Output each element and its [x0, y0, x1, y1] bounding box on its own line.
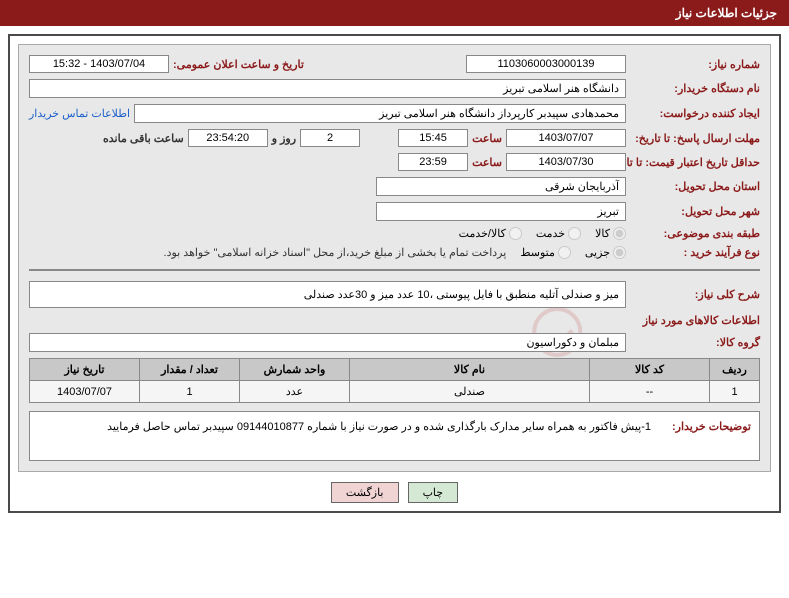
row-category: طبقه بندی موضوعی: کالا خدمت کالا/خدمت: [29, 227, 760, 240]
th-unit: واحد شمارش: [240, 359, 350, 381]
days-value: 2: [300, 129, 360, 147]
countdown: 23:54:20: [188, 129, 268, 147]
radio-both[interactable]: کالا/خدمت: [459, 227, 522, 240]
summary-label: شرح کلی نیاز:: [630, 288, 760, 301]
th-code: کد کالا: [590, 359, 710, 381]
group-label: گروه کالا:: [630, 336, 760, 349]
th-qty: تعداد / مقدار: [140, 359, 240, 381]
deadline-time: 15:45: [398, 129, 468, 147]
need-number-label: شماره نیاز:: [630, 58, 760, 71]
deadline-date: 1403/07/07: [506, 129, 626, 147]
goods-info-title: اطلاعات کالاهای مورد نیاز: [29, 314, 760, 327]
validity-label: حداقل تاریخ اعتبار قیمت: تا تاریخ:: [630, 156, 760, 169]
requester-label: ایجاد کننده درخواست:: [630, 107, 760, 120]
province-value: آذربایجان شرقی: [376, 177, 626, 196]
cell-qty: 1: [140, 381, 240, 403]
main-panel: AriaTender.net شماره نیاز: 1103060003000…: [18, 44, 771, 472]
requester-value: محمدهادی سپیدبر کارپرداز دانشگاه هنر اسل…: [134, 104, 626, 123]
contact-link[interactable]: اطلاعات تماس خریدار: [29, 107, 130, 120]
time-label-1: ساعت: [472, 132, 502, 145]
days-and: روز و: [272, 132, 296, 145]
row-need-number: شماره نیاز: 1103060003000139 تاریخ و ساع…: [29, 55, 760, 73]
category-label: طبقه بندی موضوعی:: [630, 227, 760, 240]
back-button[interactable]: بازگشت: [331, 482, 399, 503]
outer-frame: AriaTender.net شماره نیاز: 1103060003000…: [8, 34, 781, 513]
th-date: تاریخ نیاز: [30, 359, 140, 381]
button-row: چاپ بازگشت: [18, 482, 771, 503]
city-value: تبریز: [376, 202, 626, 221]
row-validity: حداقل تاریخ اعتبار قیمت: تا تاریخ: 1403/…: [29, 153, 760, 171]
buyer-org-label: نام دستگاه خریدار:: [630, 82, 760, 95]
validity-time: 23:59: [398, 153, 468, 171]
cell-date: 1403/07/07: [30, 381, 140, 403]
goods-table: ردیف کد کالا نام کالا واحد شمارش تعداد /…: [29, 358, 760, 403]
deadline-label: مهلت ارسال پاسخ: تا تاریخ:: [630, 132, 760, 145]
cell-unit: عدد: [240, 381, 350, 403]
table-row: 1--صندلیعدد11403/07/07: [30, 381, 760, 403]
city-label: شهر محل تحویل:: [630, 205, 760, 218]
radio-goods[interactable]: کالا: [595, 227, 626, 240]
radio-service[interactable]: خدمت: [536, 227, 581, 240]
group-value: مبلمان و دکوراسیون: [29, 333, 626, 352]
remaining-label: ساعت باقی مانده: [103, 132, 184, 145]
th-name: نام کالا: [350, 359, 590, 381]
process-note: پرداخت تمام یا بخشی از مبلغ خرید،از محل …: [164, 246, 507, 259]
row-group: گروه کالا: مبلمان و دکوراسیون: [29, 333, 760, 352]
row-city: شهر محل تحویل: تبریز: [29, 202, 760, 221]
row-requester: ایجاد کننده درخواست: محمدهادی سپیدبر کار…: [29, 104, 760, 123]
time-label-2: ساعت: [472, 156, 502, 169]
row-province: استان محل تحویل: آذربایجان شرقی: [29, 177, 760, 196]
summary-value: میز و صندلی آتلیه منطبق با فایل پیوستی ،…: [29, 281, 626, 308]
th-row: ردیف: [710, 359, 760, 381]
buyer-desc-label: توضیحات خریدار:: [651, 420, 751, 452]
header-title: جزئیات اطلاعات نیاز: [676, 6, 777, 20]
buyer-org-value: دانشگاه هنر اسلامی تبریز: [29, 79, 626, 98]
radio-partial[interactable]: جزیی: [585, 246, 626, 259]
province-label: استان محل تحویل:: [630, 180, 760, 193]
cell-row: 1: [710, 381, 760, 403]
row-buyer-org: نام دستگاه خریدار: دانشگاه هنر اسلامی تب…: [29, 79, 760, 98]
process-label: نوع فرآیند خرید :: [630, 246, 760, 259]
need-number-value: 1103060003000139: [466, 55, 626, 73]
validity-date: 1403/07/30: [506, 153, 626, 171]
radio-medium[interactable]: متوسط: [520, 246, 571, 259]
row-process: نوع فرآیند خرید : جزیی متوسط پرداخت تمام…: [29, 246, 760, 259]
cell-code: --: [590, 381, 710, 403]
buyer-desc-box: توضیحات خریدار: 1-پیش فاکتور به همراه سا…: [29, 411, 760, 461]
row-summary: شرح کلی نیاز: میز و صندلی آتلیه منطبق با…: [29, 281, 760, 308]
announce-value: 1403/07/04 - 15:32: [29, 55, 169, 73]
cell-name: صندلی: [350, 381, 590, 403]
announce-label: تاریخ و ساعت اعلان عمومی:: [173, 58, 304, 71]
buyer-desc-content: 1-پیش فاکتور به همراه سایر مدارک بارگذار…: [38, 420, 651, 452]
table-header-row: ردیف کد کالا نام کالا واحد شمارش تعداد /…: [30, 359, 760, 381]
row-deadline: مهلت ارسال پاسخ: تا تاریخ: 1403/07/07 سا…: [29, 129, 760, 147]
page-header: جزئیات اطلاعات نیاز: [0, 0, 789, 26]
divider-1: [29, 269, 760, 271]
print-button[interactable]: چاپ: [408, 482, 459, 503]
